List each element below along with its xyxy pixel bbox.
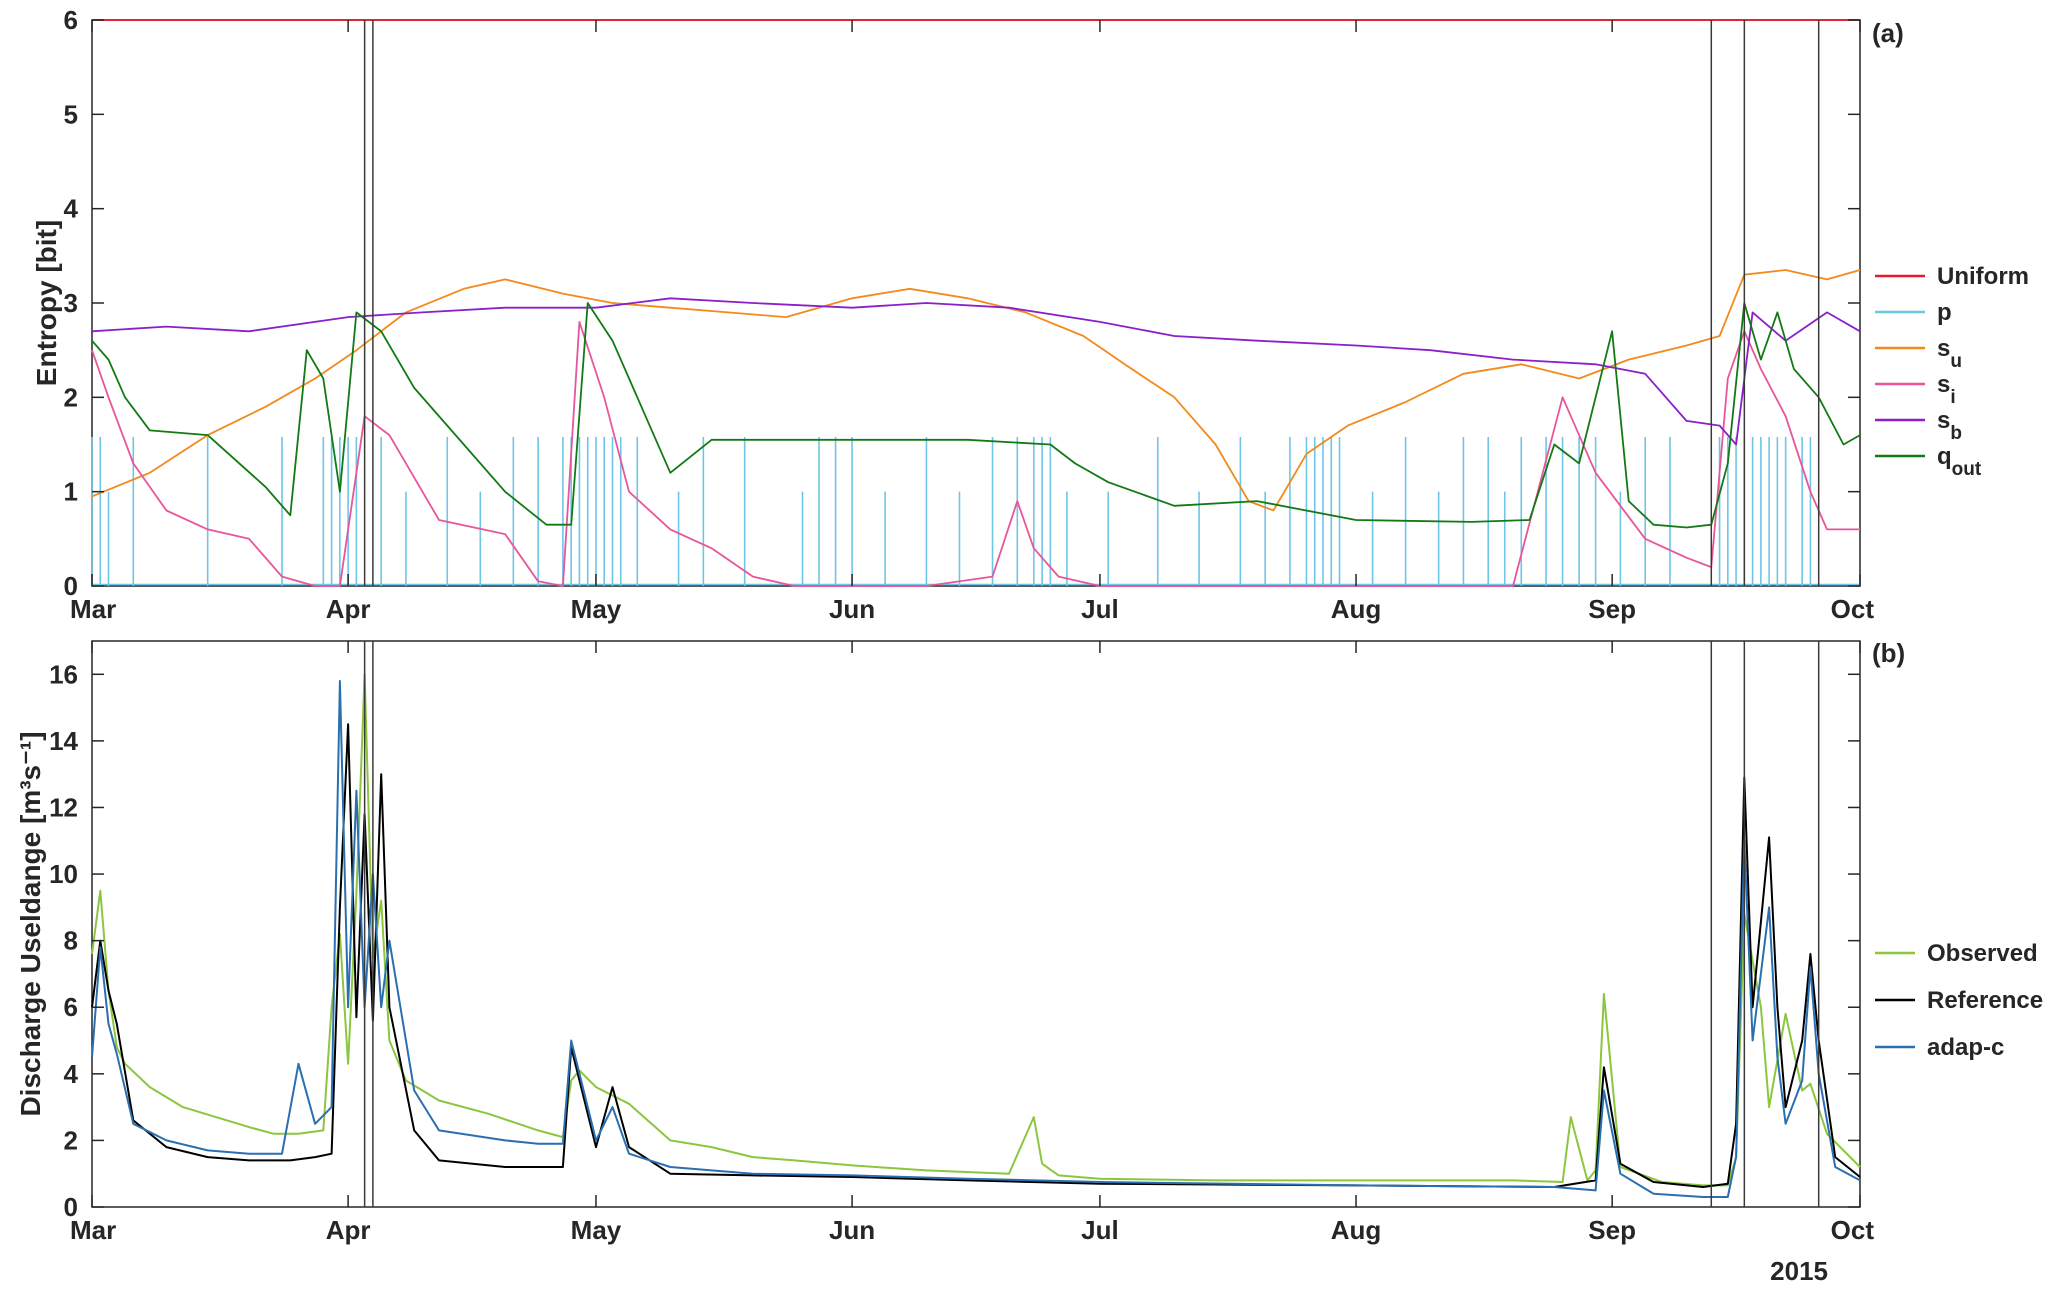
discharge-y-tick-label: 16 [49, 659, 78, 689]
entropy-y-axis-label: Entropy [bit] [31, 220, 62, 386]
discharge-y-tick-label: 14 [49, 726, 78, 756]
panel-label-b: (b) [1872, 638, 1905, 668]
legend-label-reference: Reference [1927, 987, 2043, 1014]
discharge-y-tick-label: 8 [64, 926, 78, 956]
entropy-panel: 0 1 2 3 4 5 6 Mar Apr May Jun Jul Aug Sep Oct (a) Ent… [31, 5, 2029, 624]
entropy-x-tick-label: Apr [326, 594, 371, 624]
panel-label-a: (a) [1872, 18, 1904, 48]
entropy-x-tick-label: Jul [1081, 594, 1119, 624]
discharge-event-lines [363, 641, 1820, 1207]
discharge-y-tick-label: 2 [64, 1125, 78, 1155]
discharge-series-adap-c [91, 680, 1861, 1198]
discharge-legend: Observed Reference adap-c [1875, 940, 2043, 1061]
entropy-series-s-u [91, 269, 1861, 512]
entropy-y-tick-label: 6 [64, 5, 78, 35]
entropy-y-tick-label: 0 [64, 571, 78, 601]
entropy-y-ticks: 0 1 2 3 4 5 6 [64, 5, 1860, 601]
entropy-axes-box [91, 19, 1861, 587]
discharge-y-tick-label: 10 [49, 859, 78, 889]
discharge-x-tick-label: Aug [1331, 1215, 1382, 1245]
discharge-y-tick-label: 12 [49, 792, 78, 822]
discharge-x-tick-label: Jun [829, 1215, 875, 1245]
entropy-x-tick-label: Sep [1588, 594, 1636, 624]
discharge-x-tick-label: Jul [1081, 1215, 1119, 1245]
discharge-series-group [91, 673, 1861, 1198]
discharge-x-ticks: Mar Apr May Jun Jul Aug Sep Oct [70, 641, 1874, 1245]
entropy-y-tick-label: 2 [64, 382, 78, 412]
legend-label-p: p [1937, 299, 1952, 326]
discharge-y-tick-label: 6 [64, 992, 78, 1022]
discharge-x-tick-label: Mar [70, 1215, 116, 1245]
discharge-y-tick-label: 0 [64, 1192, 78, 1222]
entropy-y-tick-label: 4 [64, 194, 79, 224]
entropy-y-tick-label: 5 [64, 99, 78, 129]
entropy-x-tick-label: Aug [1331, 594, 1382, 624]
entropy-series-p [91, 436, 1860, 586]
legend-label-observed: Observed [1927, 940, 2038, 967]
entropy-x-tick-label: Jun [829, 594, 875, 624]
entropy-x-tick-label: Oct [1831, 594, 1875, 624]
entropy-y-tick-label: 1 [64, 477, 78, 507]
discharge-y-ticks: 0 2 4 6 8 10 12 14 16 [49, 659, 1860, 1222]
entropy-event-lines [363, 20, 1820, 586]
discharge-y-tick-label: 4 [64, 1059, 79, 1089]
discharge-x-tick-label: Apr [326, 1215, 371, 1245]
discharge-series-reference [91, 723, 1861, 1188]
discharge-x-tick-label: May [571, 1215, 622, 1245]
discharge-x-tick-label: Oct [1831, 1215, 1875, 1245]
year-label: 2015 [1770, 1256, 1828, 1286]
discharge-panel: 0 2 4 6 8 10 12 14 16 Mar Apr May Jun Jul Aug Sep Oct (… [15, 638, 2043, 1286]
discharge-y-axis-label: Discharge Useldange [m³s⁻¹] [15, 731, 46, 1116]
legend-label-uniform: Uniform [1937, 263, 2029, 290]
entropy-x-tick-label: Mar [70, 594, 116, 624]
entropy-y-tick-label: 3 [64, 288, 78, 318]
legend-label-adap-c: adap-c [1927, 1034, 2004, 1061]
entropy-series-group [91, 19, 1861, 587]
entropy-x-tick-label: May [571, 594, 622, 624]
entropy-series-q-out [91, 302, 1861, 529]
discharge-axes-box [91, 640, 1861, 1208]
discharge-x-tick-label: Sep [1588, 1215, 1636, 1245]
entropy-x-ticks: Mar Apr May Jun Jul Aug Sep Oct [70, 20, 1874, 624]
discharge-series-observed [91, 673, 1861, 1187]
